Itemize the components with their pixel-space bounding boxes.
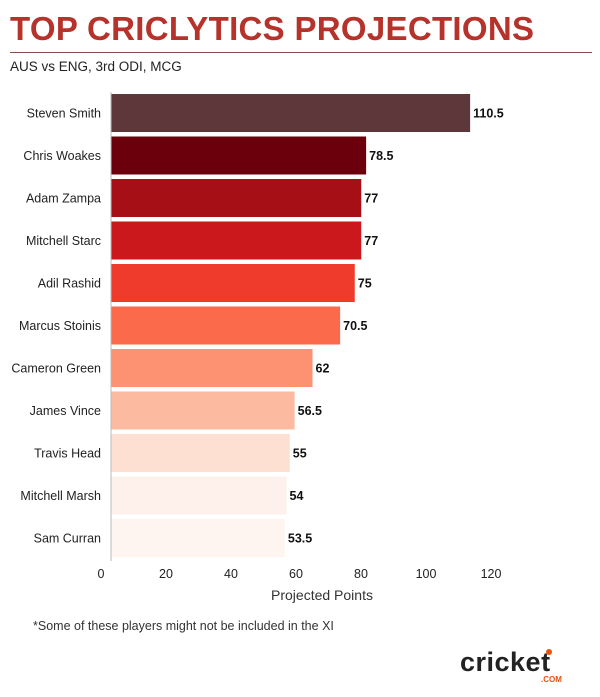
value-label: 55 — [293, 447, 307, 461]
value-label: 56.5 — [298, 404, 322, 418]
category-label: Mitchell Marsh — [20, 489, 101, 503]
bar-steven-smith — [111, 94, 471, 132]
title-divider — [10, 52, 592, 53]
x-tick-label: 100 — [416, 567, 437, 581]
bar-marcus-stoinis — [111, 306, 341, 345]
category-label: Mitchell Starc — [26, 234, 101, 248]
category-label: Chris Woakes — [23, 149, 101, 163]
bar-adil-rashid — [111, 264, 355, 302]
category-label: Marcus Stoinis — [19, 319, 101, 333]
bar-sam-curran — [111, 519, 285, 557]
category-label: Adil Rashid — [38, 277, 101, 291]
bar-mitchell-starc — [111, 221, 362, 260]
x-tick-label: 40 — [224, 567, 238, 581]
value-label: 78.5 — [369, 149, 393, 163]
value-label: 62 — [316, 362, 330, 376]
bar-chris-woakes — [111, 136, 367, 175]
x-ticks-layer: 0 20 40 60 80 100 120 — [98, 567, 502, 581]
value-label: 70.5 — [343, 319, 367, 333]
x-tick-label: 0 — [98, 567, 105, 581]
bar-cameron-green — [111, 349, 313, 387]
page-title: TOP CRICLYTICS PROJECTIONS — [10, 10, 535, 47]
logo-suffix: .COM — [541, 675, 562, 684]
value-label: 53.5 — [288, 532, 312, 546]
x-tick-label: 60 — [289, 567, 303, 581]
bars-layer — [111, 94, 471, 557]
bar-mitchell-marsh — [111, 476, 287, 515]
x-tick-label: 20 — [159, 567, 173, 581]
category-label: Sam Curran — [34, 532, 101, 546]
bar-james-vince — [111, 391, 295, 430]
match-subtitle: AUS vs ENG, 3rd ODI, MCG — [10, 59, 182, 74]
logo-dot-icon — [546, 649, 552, 655]
category-label: Adam Zampa — [26, 192, 101, 206]
bar-chart: Steven Smith 110.5 Chris Woakes 78.5 Adam Za… — [11, 92, 504, 603]
value-label: 54 — [290, 489, 304, 503]
x-tick-label: 120 — [481, 567, 502, 581]
value-label: 77 — [364, 234, 378, 248]
category-label: Steven Smith — [27, 107, 101, 121]
value-label: 110.5 — [473, 107, 504, 121]
category-label: James Vince — [30, 404, 101, 418]
category-label: Travis Head — [34, 447, 101, 461]
value-label: 75 — [358, 277, 372, 291]
x-axis-label: Projected Points — [271, 587, 373, 603]
category-label: Cameron Green — [11, 362, 101, 376]
logo-wordmark: cricket — [460, 647, 551, 677]
bar-travis-head — [111, 434, 290, 472]
value-label: 77 — [364, 192, 378, 206]
labels-layer: Steven Smith 110.5 Chris Woakes 78.5 Adam Za… — [11, 107, 503, 546]
cricket-com-logo: cricket .COM — [460, 647, 562, 684]
bar-adam-zampa — [111, 179, 362, 217]
footnote: *Some of these players might not be incl… — [33, 619, 334, 633]
x-tick-label: 80 — [354, 567, 368, 581]
